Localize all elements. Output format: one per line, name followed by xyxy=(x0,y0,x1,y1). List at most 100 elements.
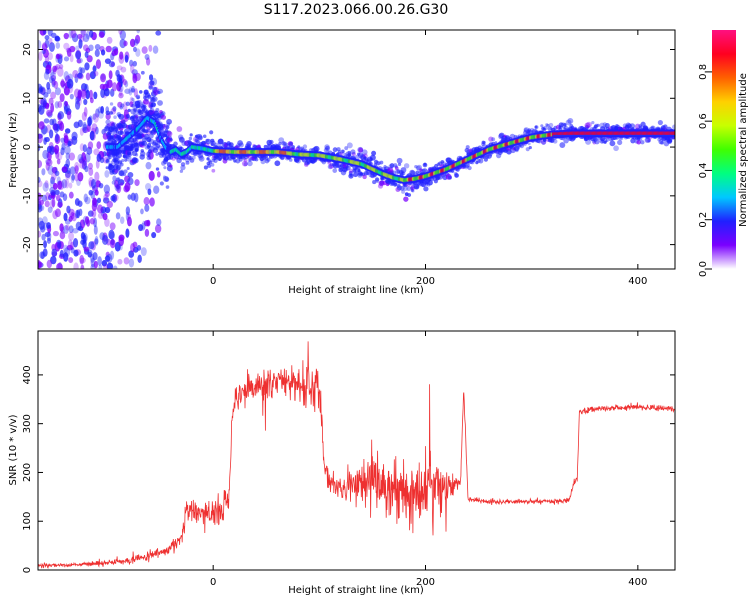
noise-blob xyxy=(153,185,160,195)
y-tick-label: -20 xyxy=(22,236,33,252)
spectral-point xyxy=(147,149,153,154)
spectral-point xyxy=(109,102,114,106)
spectral-point xyxy=(237,140,243,146)
noise-blob xyxy=(40,224,46,233)
spectral-point xyxy=(143,98,149,105)
noise-blob xyxy=(133,38,139,46)
spectral-point xyxy=(396,157,403,164)
noise-blob xyxy=(57,201,63,208)
noise-blob xyxy=(60,78,65,89)
spectral-point xyxy=(143,104,147,109)
spectral-point xyxy=(139,151,146,157)
noise-blob xyxy=(61,178,68,189)
spectral-point xyxy=(122,172,127,177)
spectral-point xyxy=(155,152,159,156)
spectral-point xyxy=(348,168,354,174)
spectral-point xyxy=(126,155,132,162)
noise-blob xyxy=(92,252,98,261)
noise-blob xyxy=(80,232,86,240)
noise-blob xyxy=(93,260,98,269)
spectral-point xyxy=(119,162,124,167)
spectral-point xyxy=(389,169,394,174)
spectral-point xyxy=(586,121,592,128)
noise-blob xyxy=(65,224,70,231)
spectral-point xyxy=(400,167,407,174)
noise-blob xyxy=(84,62,90,71)
noise-blob xyxy=(101,260,108,267)
spectral-point xyxy=(441,161,447,166)
noise-blob xyxy=(127,194,132,200)
spectral-point xyxy=(147,143,152,148)
spectral-point xyxy=(332,168,338,173)
spectrogram-xlabel: Height of straight line (km) xyxy=(288,285,424,296)
spectral-point xyxy=(243,158,248,163)
noise-blob xyxy=(80,30,86,36)
noise-blob xyxy=(64,145,71,155)
spectral-point xyxy=(176,126,183,132)
noise-blob xyxy=(138,224,144,232)
spectral-point xyxy=(211,168,216,173)
noise-blob xyxy=(38,220,45,230)
noise-blob xyxy=(127,216,132,227)
spectral-point xyxy=(157,100,163,106)
noise-blob xyxy=(94,235,99,246)
spectral-point xyxy=(113,115,117,119)
spectral-point xyxy=(347,153,351,157)
noise-blob xyxy=(125,228,130,238)
spectral-point xyxy=(146,137,152,142)
colorbar-tick-label: 0.6 xyxy=(698,113,709,129)
noise-blob xyxy=(92,197,97,206)
noise-blob xyxy=(66,244,73,251)
noise-blob xyxy=(146,219,151,227)
spectral-point xyxy=(362,174,367,180)
spectral-point xyxy=(440,160,445,164)
noise-blob xyxy=(108,70,113,80)
noise-blob xyxy=(89,89,93,100)
noise-blob xyxy=(114,194,119,201)
spectral-point xyxy=(123,154,129,160)
spectral-point xyxy=(166,118,172,125)
spectral-point xyxy=(114,127,119,132)
noise-blob xyxy=(75,100,81,110)
noise-blob xyxy=(64,100,68,107)
noise-blob xyxy=(118,92,124,99)
noise-blob xyxy=(49,129,54,139)
noise-blob xyxy=(91,123,98,132)
noise-blob xyxy=(141,46,148,54)
noise-blob xyxy=(124,54,129,63)
y-tick-label: 0 xyxy=(22,144,33,150)
noise-blob xyxy=(63,70,69,81)
noise-blob xyxy=(47,206,53,213)
spectral-point xyxy=(109,111,114,115)
noise-blob xyxy=(63,86,70,96)
noise-blob xyxy=(48,97,54,105)
noise-blob xyxy=(97,256,102,266)
noise-blob xyxy=(127,213,132,219)
noise-blob xyxy=(73,249,79,257)
noise-blob xyxy=(106,253,113,264)
spectral-point xyxy=(112,168,116,173)
noise-blob xyxy=(148,74,154,81)
noise-blob xyxy=(59,249,64,258)
spectral-point xyxy=(140,70,145,75)
noise-blob xyxy=(63,42,70,50)
noise-blob xyxy=(132,72,137,79)
noise-blob xyxy=(44,39,50,49)
spectral-point xyxy=(373,163,378,167)
noise-blob xyxy=(131,85,135,93)
spectral-point xyxy=(282,144,289,151)
spectral-point xyxy=(217,138,224,145)
spectral-point xyxy=(454,173,460,178)
noise-blob xyxy=(98,264,103,269)
spectral-point xyxy=(343,152,347,157)
noise-blob xyxy=(79,156,84,164)
spectral-point xyxy=(218,157,222,162)
noise-blob xyxy=(81,111,87,121)
noise-blob xyxy=(140,247,147,257)
spectral-point xyxy=(114,169,119,174)
spectral-point xyxy=(134,148,139,152)
noise-blob xyxy=(132,46,137,52)
colorbar-tick-label: 0.4 xyxy=(698,162,709,178)
